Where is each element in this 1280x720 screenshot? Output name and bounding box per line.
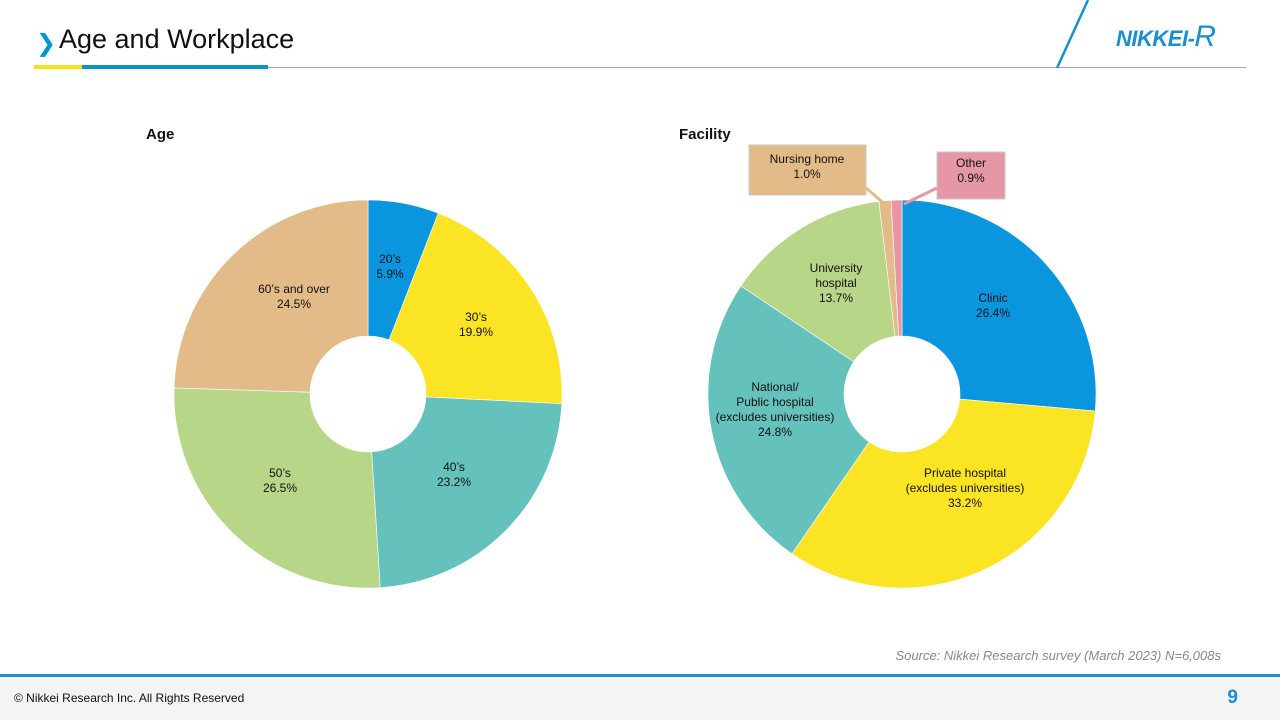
slice-label: Nursing home 1.0% [770, 152, 845, 181]
chart-title: Facility [679, 126, 731, 143]
donut-slice [173, 387, 381, 589]
donut-chart-1: Facility Clinic 26.4% Private hospital (excl… [679, 126, 1097, 589]
callout-leader [903, 186, 938, 206]
logo-r-letter: R [1194, 20, 1216, 53]
title-accent-blue [82, 65, 268, 69]
donut-slice [901, 199, 1097, 412]
donut-slice [791, 398, 1096, 589]
slice-label: Other 0.9% [956, 156, 986, 185]
header-rule [268, 67, 1246, 68]
donut-slice [173, 199, 369, 393]
slice-label: 40’s 23.2% [437, 460, 471, 489]
slice-label: 30’s 19.9% [459, 310, 493, 339]
slice-label: University hospital 13.7% [810, 261, 863, 305]
slice-label: 50’s 26.5% [263, 466, 297, 495]
copyright: © Nikkei Research Inc. All Rights Reserv… [14, 691, 245, 705]
footer-rule [0, 674, 1280, 677]
title-accent-yellow [34, 65, 82, 69]
callout-box [936, 151, 1006, 200]
page-number: 9 [1227, 687, 1238, 708]
slice-label: 60’s and over 24.5% [258, 282, 330, 311]
slice-label: National/Public hospital (excludes univer… [716, 380, 835, 439]
slide-header: ❯ Age and Workplace NIKKEI-R [0, 0, 1280, 70]
callout-leader [865, 186, 887, 207]
logo-slash-decoration [1055, 0, 1090, 69]
slice-label: Clinic 26.4% [976, 291, 1010, 320]
donut-charts: Age 20’s 5.9% 30’s 19.9% 40’s 23.2% 50’s 26.5% 60… [146, 126, 1097, 589]
page-title: Age and Workplace [59, 24, 295, 54]
donut-slice [371, 396, 563, 588]
donut-chart-0: Age 20’s 5.9% 30’s 19.9% 40’s 23.2% 50’s 26.5% 60… [146, 126, 563, 589]
logo-text: NIKKEI [1116, 26, 1188, 51]
chevron-right-icon: ❯ [36, 30, 57, 57]
slice-label: 20’s 5.9% [376, 252, 404, 281]
callout-box [748, 144, 867, 196]
donut-slice [740, 201, 896, 363]
source-note: Source: Nikkei Research survey (March 20… [895, 648, 1221, 663]
slice-label: Private hospital (excludes universities) 3… [906, 466, 1025, 510]
donut-slice [707, 285, 870, 555]
donut-slice [890, 199, 903, 337]
chart-title: Age [146, 126, 174, 143]
donut-slice [388, 212, 563, 405]
footer: © Nikkei Research Inc. All Rights Reserv… [0, 677, 1280, 720]
nikkei-r-logo: NIKKEI-R [1116, 20, 1216, 53]
